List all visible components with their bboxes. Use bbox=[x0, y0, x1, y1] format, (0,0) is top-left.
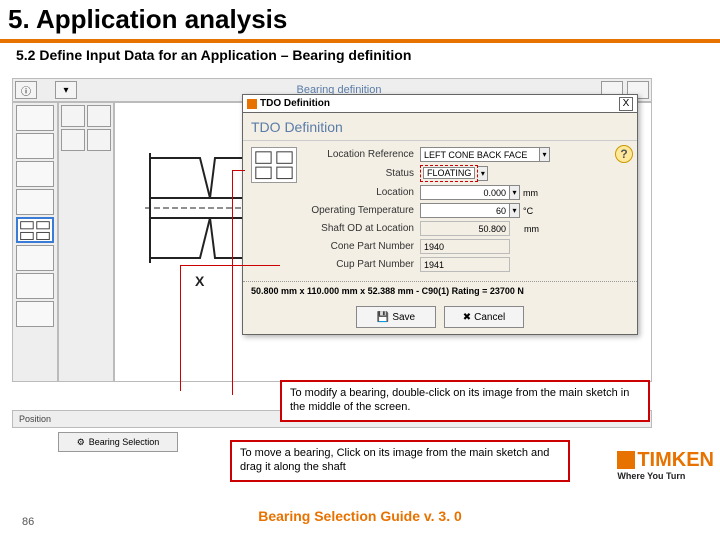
save-icon: 💾 bbox=[377, 312, 389, 323]
arrow-connector-1v bbox=[180, 265, 181, 391]
sidebar-thumb-5-selected[interactable] bbox=[16, 217, 54, 243]
arrow-connector-2h bbox=[232, 170, 245, 171]
save-button[interactable]: 💾Save bbox=[356, 306, 436, 328]
label-cup: Cup Part Number bbox=[305, 259, 420, 270]
save-label: Save bbox=[392, 312, 415, 323]
bearing-type-sidebar bbox=[12, 102, 58, 382]
input-cone: 1940 bbox=[420, 239, 510, 254]
tool-4[interactable] bbox=[87, 129, 111, 151]
cancel-button[interactable]: ✖Cancel bbox=[444, 306, 524, 328]
sidebar-thumb-2[interactable] bbox=[16, 133, 54, 159]
unit-mm: mm bbox=[520, 188, 546, 198]
input-status[interactable]: FLOATING bbox=[423, 167, 475, 179]
tool-palette bbox=[58, 102, 114, 382]
tool-zoom-out[interactable] bbox=[87, 105, 111, 127]
slide-subtitle: 5.2 Define Input Data for an Application… bbox=[0, 43, 720, 67]
info-icon[interactable]: ⓘ bbox=[15, 81, 37, 99]
close-icon[interactable]: X bbox=[619, 97, 633, 111]
label-cone: Cone Part Number bbox=[305, 241, 420, 252]
brand-name: TIMKEN bbox=[637, 449, 714, 471]
dialog-titlebar[interactable]: TDO Definition X bbox=[243, 95, 637, 113]
input-location[interactable]: 0.000 bbox=[420, 185, 510, 200]
page-number: 86 bbox=[22, 516, 34, 528]
cancel-label: Cancel bbox=[474, 312, 505, 323]
input-temp[interactable]: 60 bbox=[420, 203, 510, 218]
sidebar-thumb-7[interactable] bbox=[16, 273, 54, 299]
dialog-fields: Location ReferenceLEFT CONE BACK FACE▾ S… bbox=[305, 147, 629, 275]
tdo-definition-dialog: TDO Definition X TDO Definition Location… bbox=[242, 94, 638, 335]
input-shaft-od: 50.800 bbox=[420, 221, 510, 236]
stepper-icon[interactable]: ▾ bbox=[510, 185, 520, 200]
input-location-ref[interactable]: LEFT CONE BACK FACE bbox=[420, 147, 540, 162]
status-left: Position bbox=[19, 414, 51, 424]
callout-modify-bearing: To modify a bearing, double-click on its… bbox=[280, 380, 650, 422]
brand-block: TIMKEN Where You Turn bbox=[617, 450, 714, 481]
arrow-connector-1 bbox=[180, 265, 280, 266]
label-temp: Operating Temperature bbox=[305, 205, 420, 216]
sidebar-thumb-4[interactable] bbox=[16, 189, 54, 215]
brand-logo-icon bbox=[617, 451, 635, 469]
x-origin-marker: X bbox=[195, 273, 204, 289]
dialog-buttons: 💾Save ✖Cancel bbox=[243, 300, 637, 334]
label-location-ref: Location Reference bbox=[305, 149, 420, 160]
dialog-icon bbox=[247, 99, 257, 109]
dialog-summary: 50.800 mm x 110.000 mm x 52.388 mm - C90… bbox=[243, 281, 637, 300]
tool-3[interactable] bbox=[61, 129, 85, 151]
label-location: Location bbox=[305, 187, 420, 198]
bearing-selection-label: Bearing Selection bbox=[89, 437, 160, 447]
help-icon[interactable]: ? bbox=[615, 145, 633, 163]
slide-footer: Bearing Selection Guide v. 3. 0 bbox=[0, 498, 720, 534]
gear-icon: ⚙ bbox=[77, 437, 85, 448]
sidebar-thumb-3[interactable] bbox=[16, 161, 54, 187]
dropdown-icon[interactable]: ▾ bbox=[478, 166, 488, 181]
label-status: Status bbox=[305, 168, 420, 179]
slide: 5. Application analysis 5.2 Define Input… bbox=[0, 0, 720, 540]
stepper-icon[interactable]: ▾ bbox=[510, 203, 520, 218]
slide-title: 5. Application analysis bbox=[0, 0, 720, 43]
arrow-down-icon[interactable]: ▾ bbox=[55, 81, 77, 99]
tool-zoom-in[interactable] bbox=[61, 105, 85, 127]
brand-tagline: Where You Turn bbox=[617, 472, 714, 481]
sidebar-thumb-6[interactable] bbox=[16, 245, 54, 271]
dialog-body: Location ReferenceLEFT CONE BACK FACE▾ S… bbox=[243, 141, 637, 281]
unit-mm2: mm bbox=[521, 224, 547, 234]
callout-move-bearing: To move a bearing, Click on its image fr… bbox=[230, 440, 570, 482]
dropdown-icon[interactable]: ▾ bbox=[540, 147, 550, 162]
dialog-header: TDO Definition bbox=[243, 113, 637, 141]
input-cup: 1941 bbox=[420, 257, 510, 272]
unit-c: °C bbox=[520, 206, 546, 216]
arrow-connector-2v bbox=[232, 170, 233, 395]
sidebar-thumb-1[interactable] bbox=[16, 105, 54, 131]
cancel-icon: ✖ bbox=[463, 312, 471, 323]
bearing-selection-button[interactable]: ⚙ Bearing Selection bbox=[58, 432, 178, 452]
label-shaft-od: Shaft OD at Location bbox=[305, 223, 420, 234]
footer-title: Bearing Selection Guide v. 3. 0 bbox=[258, 508, 462, 524]
sidebar-thumb-8[interactable] bbox=[16, 301, 54, 327]
bearing-preview-icon bbox=[251, 147, 297, 183]
dialog-window-title: TDO Definition bbox=[260, 98, 330, 109]
